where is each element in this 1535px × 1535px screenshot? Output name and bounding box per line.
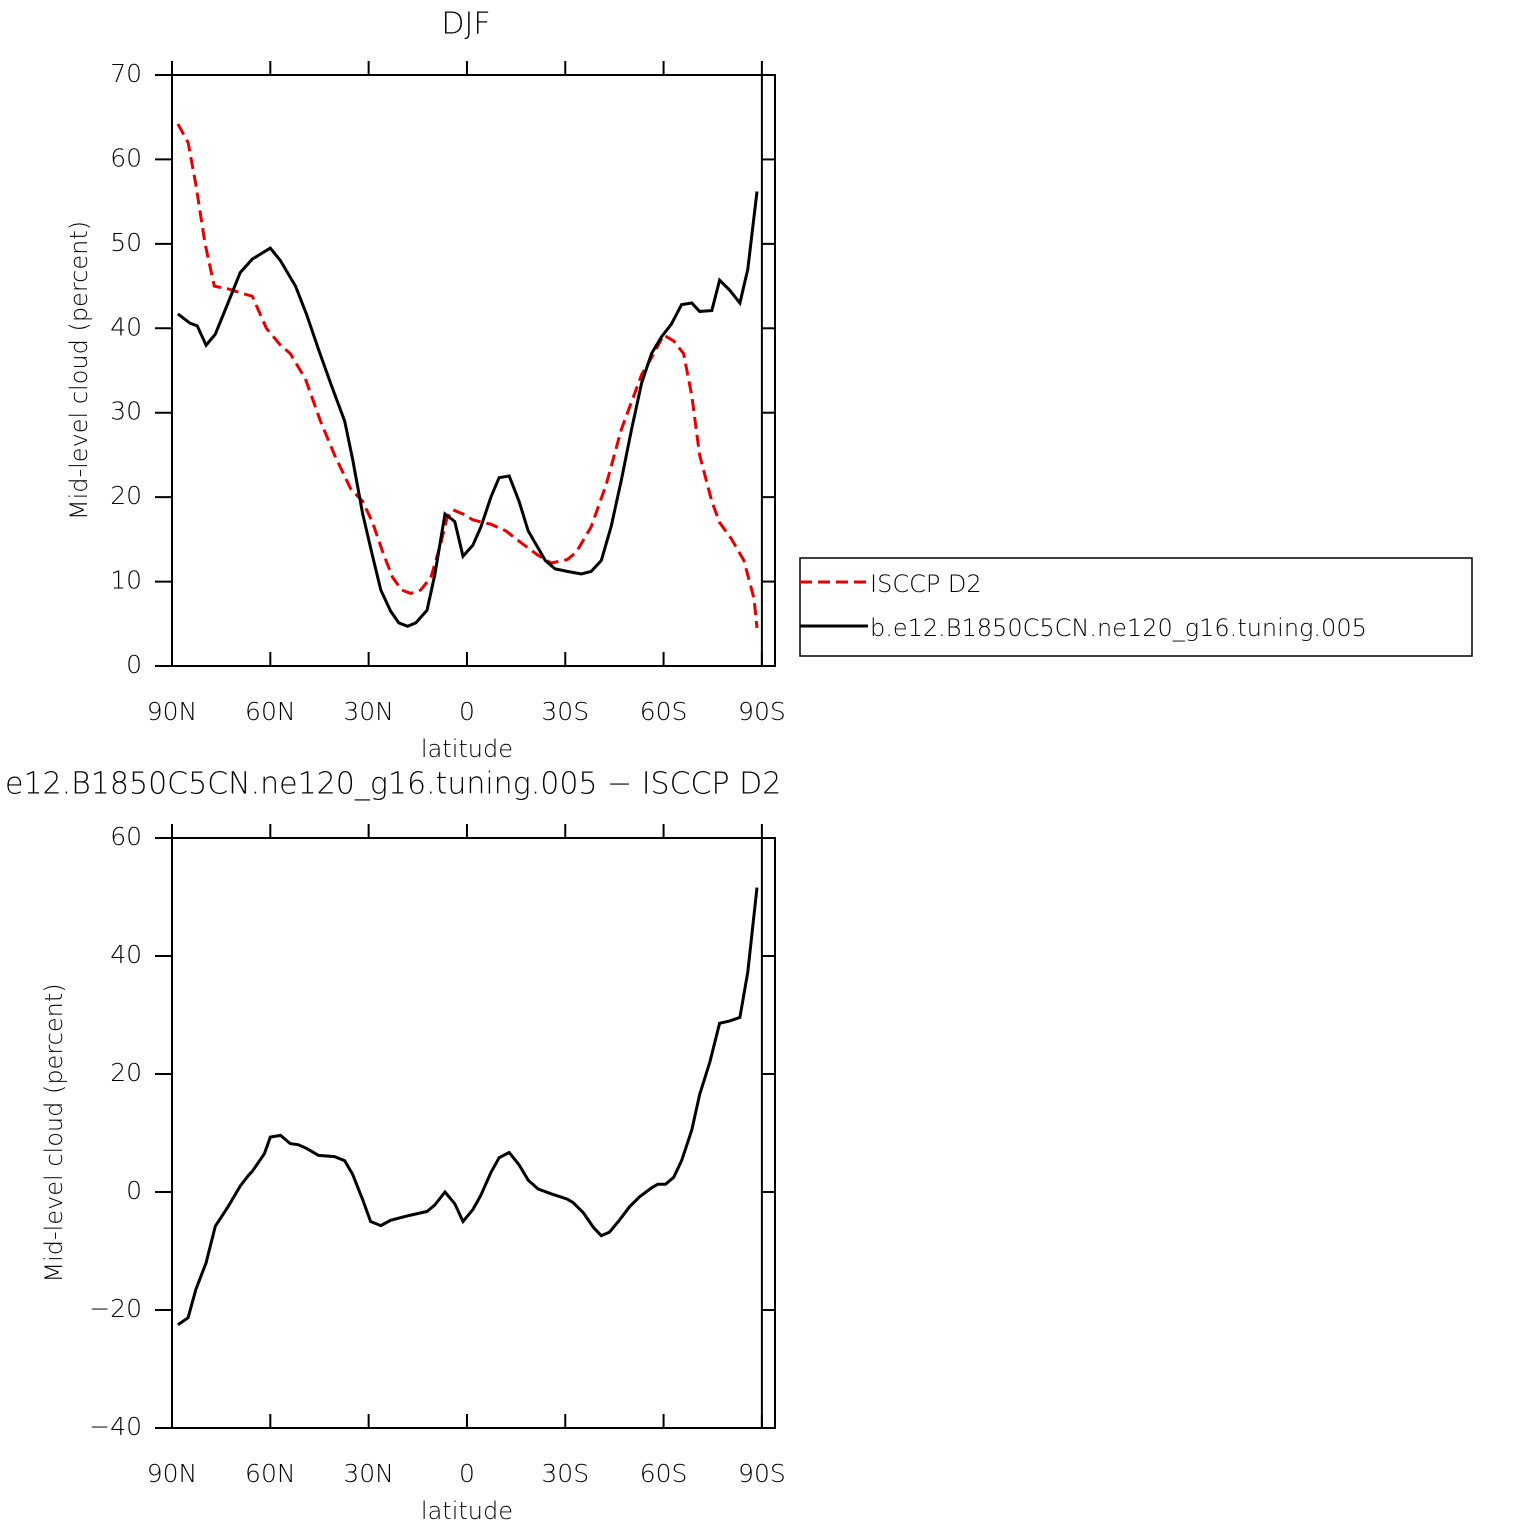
y-axis-label: Mid-level cloud (percent) [65,221,93,520]
y-tick-label: 10 [110,566,142,595]
x-axis-label: latitude [421,1497,513,1525]
y-tick-label: −40 [89,1412,142,1441]
y-tick-label: 20 [110,1058,142,1087]
x-tick-label: 30S [541,697,589,726]
x-tick-label: 0 [459,697,475,726]
x-tick-label: 90N [147,1459,198,1488]
y-tick-label: 60 [110,143,142,172]
plot-frame [171,837,776,1429]
data-line [176,123,759,629]
x-tick-label: 60N [245,697,296,726]
x-tick-label: 90N [147,697,198,726]
y-tick-label: 70 [110,59,142,88]
y-tick-label: 0 [126,650,142,679]
y-tick-label: 30 [110,397,142,426]
data-line [177,887,759,1327]
chart-title: DJF [441,7,490,42]
x-tick-label: 30N [343,697,394,726]
y-tick-label: 0 [126,1176,142,1205]
y-axis-label: Mid-level cloud (percent) [40,983,68,1282]
legend: ISCCP D2 b.e12.B1850C5CN.ne120_g16.tuning… [799,557,1473,657]
legend-box [799,557,1473,657]
x-tick-label: 30S [541,1459,589,1488]
legend-label: b.e12.B1850C5CN.ne120_g16.tuning.005 [870,614,1367,642]
y-tick-label: 20 [110,481,142,510]
x-tick-label: 60S [640,697,688,726]
y-tick-label: 40 [110,312,142,341]
plot-frame [171,74,776,667]
x-tick-label: 30N [343,1459,394,1488]
x-tick-label: 0 [459,1459,475,1488]
x-tick-label: 90S [738,697,786,726]
y-tick-label: −20 [89,1294,142,1323]
y-tick-label: 60 [110,822,142,851]
x-tick-label: 90S [738,1459,786,1488]
x-tick-label: 60S [640,1459,688,1488]
x-tick-label: 60N [245,1459,296,1488]
y-tick-label: 50 [110,228,142,257]
panel: DJF latitude Mid-level cloud (percent) 90N 6… [65,7,1473,763]
panel: e12.B1850C5CN.ne120_g16.tuning.005 − ISC… [5,767,786,1526]
y-tick-label: 40 [110,940,142,969]
x-axis-label: latitude [421,735,513,763]
chart-title: e12.B1850C5CN.ne120_g16.tuning.005 − ISC… [5,767,781,802]
data-line [176,191,759,628]
legend-label: ISCCP D2 [870,570,982,598]
